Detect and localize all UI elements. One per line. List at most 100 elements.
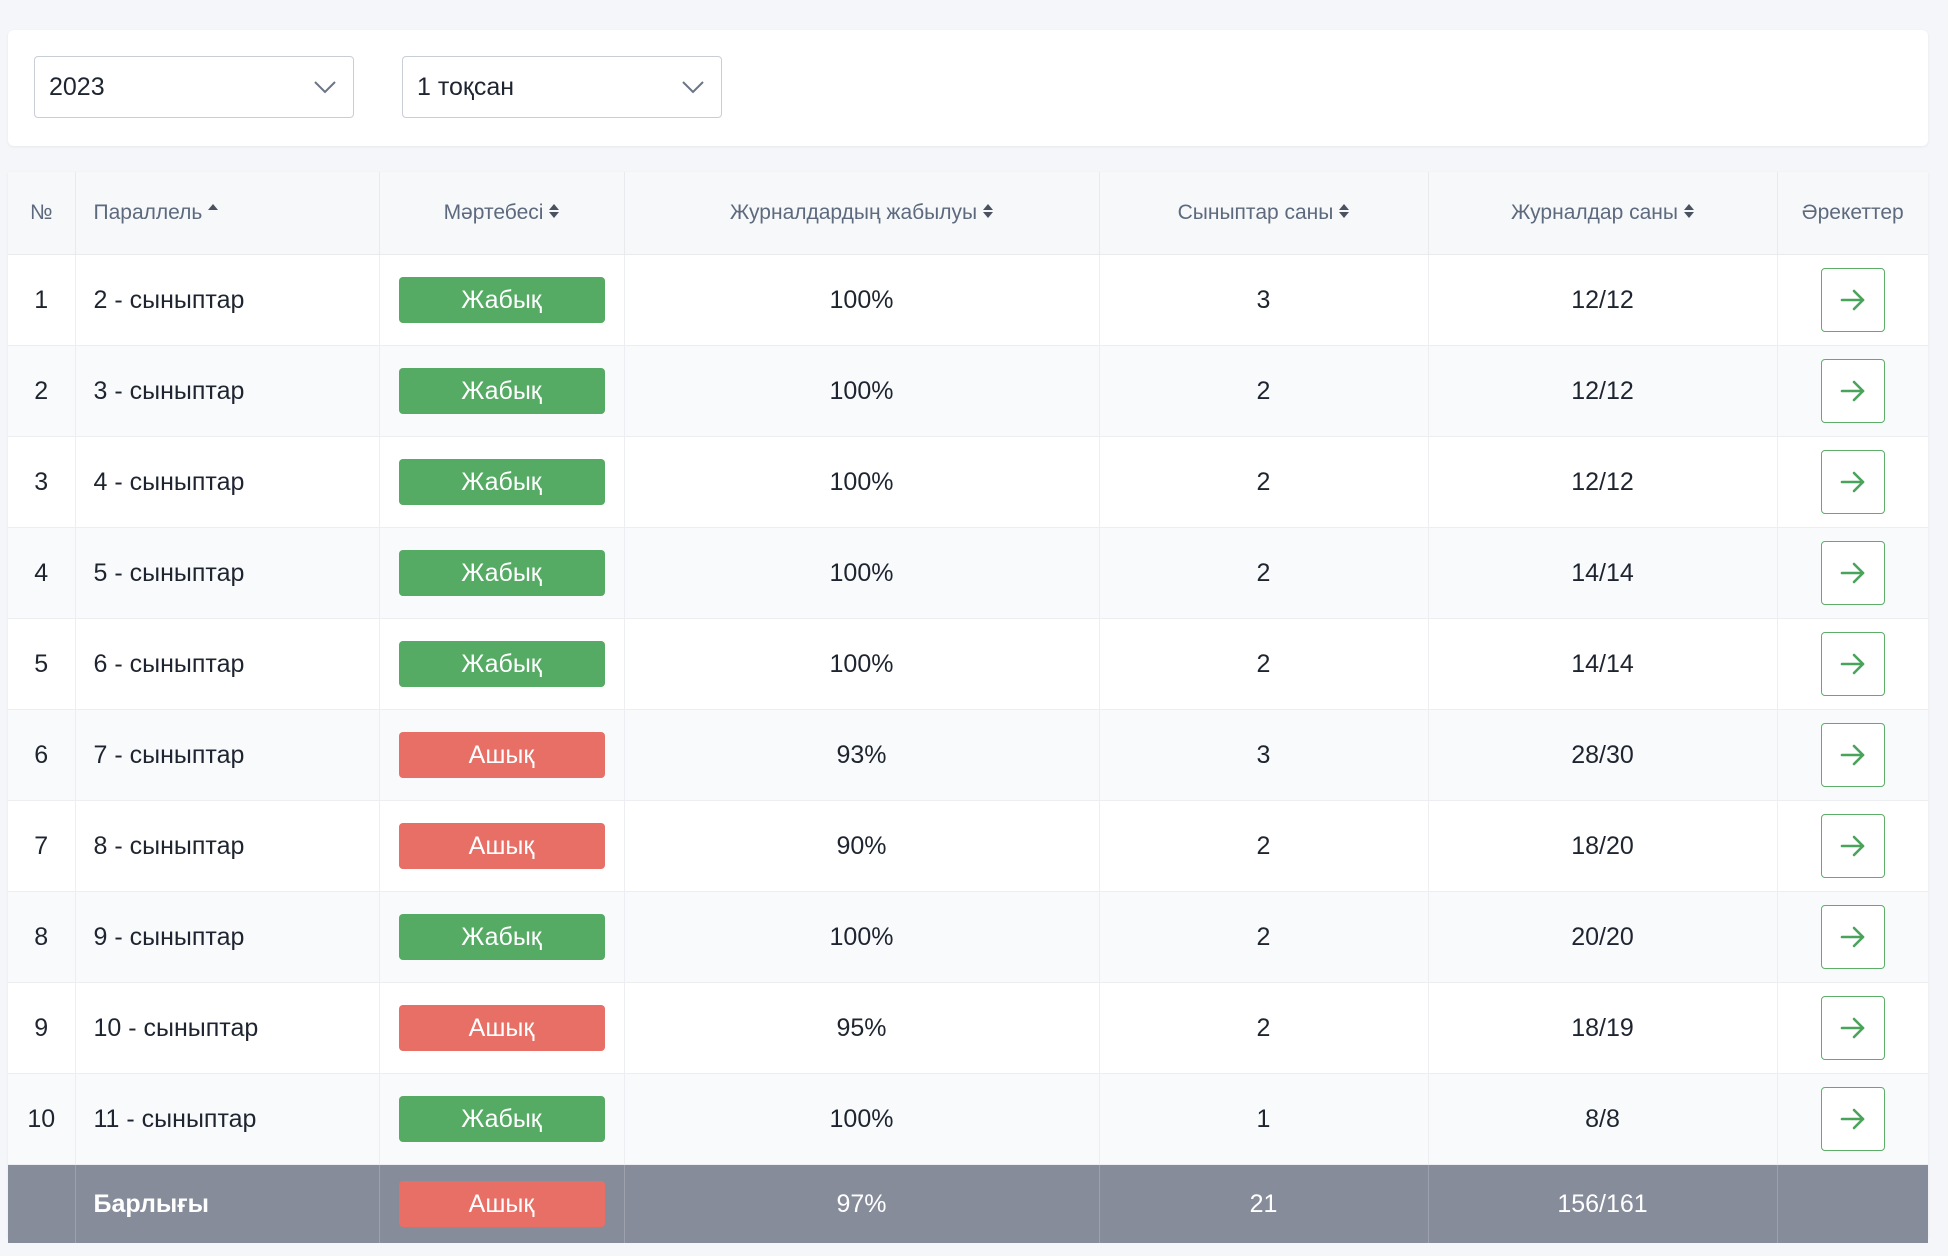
open-row-button[interactable] — [1820, 450, 1885, 514]
row-parallel: 7 - сыныптар — [75, 709, 380, 801]
total-classes: 21 — [1099, 1164, 1429, 1243]
row-actions-cell — [1777, 254, 1928, 346]
col-header-actions-label: Әрекеттер — [1801, 201, 1904, 224]
row-num: 8 — [8, 891, 76, 983]
row-classes: 1 — [1099, 1073, 1429, 1165]
open-row-button[interactable] — [1820, 541, 1885, 605]
row-journals: 18/20 — [1428, 800, 1778, 892]
row-actions-cell — [1777, 800, 1928, 892]
row-actions-cell — [1777, 709, 1928, 801]
row-parallel: 8 - сыныптар — [75, 800, 380, 892]
status-badge: Жабық — [398, 277, 605, 323]
sort-icon[interactable] — [983, 202, 994, 220]
row-journals: 14/14 — [1428, 527, 1778, 619]
arrow-right-icon — [1840, 744, 1865, 766]
arrow-right-icon — [1840, 289, 1865, 311]
total-status-badge: Ашық — [398, 1181, 605, 1227]
row-journals: 18/19 — [1428, 982, 1778, 1074]
row-closing: 93% — [624, 709, 1100, 801]
row-journals: 28/30 — [1428, 709, 1778, 801]
arrow-right-icon — [1840, 562, 1865, 584]
row-closing: 100% — [624, 254, 1100, 346]
row-actions-cell — [1777, 618, 1928, 710]
table-row: 9 10 - сыныптар Ашық 95% 2 18/19 — [8, 982, 1928, 1074]
row-classes: 2 — [1099, 527, 1429, 619]
open-row-button[interactable] — [1820, 814, 1885, 878]
row-num: 6 — [8, 709, 76, 801]
open-row-button[interactable] — [1820, 905, 1885, 969]
row-closing: 95% — [624, 982, 1100, 1074]
col-header-closing[interactable]: Журналдардың жабылуы — [624, 172, 1100, 255]
status-badge: Жабық — [398, 368, 605, 414]
sort-icon[interactable] — [1683, 202, 1694, 220]
quarter-select[interactable]: 1 тоқсан — [402, 56, 722, 118]
arrow-right-icon — [1840, 653, 1865, 675]
row-classes: 2 — [1099, 345, 1429, 437]
open-row-button[interactable] — [1820, 1087, 1885, 1151]
row-num: 3 — [8, 436, 76, 528]
row-status-cell: Ашық — [379, 800, 625, 892]
total-closing: 97% — [624, 1164, 1100, 1243]
sort-icon[interactable] — [1339, 202, 1350, 220]
row-num: 9 — [8, 982, 76, 1074]
sort-icon[interactable] — [549, 202, 560, 220]
row-journals: 8/8 — [1428, 1073, 1778, 1165]
row-status-cell: Жабық — [379, 618, 625, 710]
col-header-status[interactable]: Мәртебесі — [379, 172, 625, 255]
year-select[interactable]: 2023 — [34, 56, 354, 118]
status-badge: Жабық — [398, 550, 605, 596]
journals-table-card: № Параллель Мәртебесі Журналдардың жабыл… — [8, 172, 1928, 1243]
row-actions-cell — [1777, 891, 1928, 983]
row-journals: 20/20 — [1428, 891, 1778, 983]
row-classes: 2 — [1099, 618, 1429, 710]
row-journals: 12/12 — [1428, 436, 1778, 528]
row-status-cell: Жабық — [379, 891, 625, 983]
row-classes: 2 — [1099, 982, 1429, 1074]
col-header-parallel[interactable]: Параллель — [75, 172, 380, 255]
row-status-cell: Жабық — [379, 345, 625, 437]
table-header-row: № Параллель Мәртебесі Журналдардың жабыл… — [8, 172, 1928, 255]
total-label: Барлығы — [75, 1164, 380, 1243]
open-row-button[interactable] — [1820, 996, 1885, 1060]
row-closing: 100% — [624, 345, 1100, 437]
open-row-button[interactable] — [1820, 723, 1885, 787]
col-header-num: № — [8, 172, 76, 255]
row-parallel: 3 - сыныптар — [75, 345, 380, 437]
row-closing: 100% — [624, 891, 1100, 983]
year-select-value: 2023 — [49, 73, 105, 101]
col-header-classes[interactable]: Сыныптар саны — [1099, 172, 1429, 255]
col-header-journals-label: Журналдар саны — [1511, 201, 1678, 224]
row-status-cell: Жабық — [379, 436, 625, 528]
open-row-button[interactable] — [1820, 632, 1885, 696]
col-header-journals[interactable]: Журналдар саны — [1428, 172, 1778, 255]
status-badge: Ашық — [398, 732, 605, 778]
col-header-actions: Әрекеттер — [1777, 172, 1928, 255]
table-row: 10 11 - сыныптар Жабық 100% 1 8/8 — [8, 1073, 1928, 1165]
total-status-cell: Ашық — [379, 1164, 625, 1243]
total-journals: 156/161 — [1428, 1164, 1778, 1243]
total-num-cell — [8, 1164, 76, 1243]
status-badge: Жабық — [398, 459, 605, 505]
table-total-row: Барлығы Ашық 97% 21 156/161 — [8, 1164, 1928, 1243]
row-classes: 2 — [1099, 800, 1429, 892]
col-header-num-label: № — [29, 201, 53, 224]
open-row-button[interactable] — [1820, 359, 1885, 423]
sort-asc-icon[interactable] — [208, 202, 219, 220]
row-parallel: 2 - сыныптар — [75, 254, 380, 346]
row-num: 2 — [8, 345, 76, 437]
row-parallel: 4 - сыныптар — [75, 436, 380, 528]
row-actions-cell — [1777, 527, 1928, 619]
status-badge: Жабық — [398, 641, 605, 687]
row-closing: 100% — [624, 618, 1100, 710]
chevron-down-icon — [682, 81, 704, 94]
row-status-cell: Жабық — [379, 527, 625, 619]
arrow-right-icon — [1840, 471, 1865, 493]
row-parallel: 10 - сыныптар — [75, 982, 380, 1074]
row-journals: 12/12 — [1428, 345, 1778, 437]
open-row-button[interactable] — [1820, 268, 1885, 332]
total-actions-cell — [1777, 1164, 1928, 1243]
